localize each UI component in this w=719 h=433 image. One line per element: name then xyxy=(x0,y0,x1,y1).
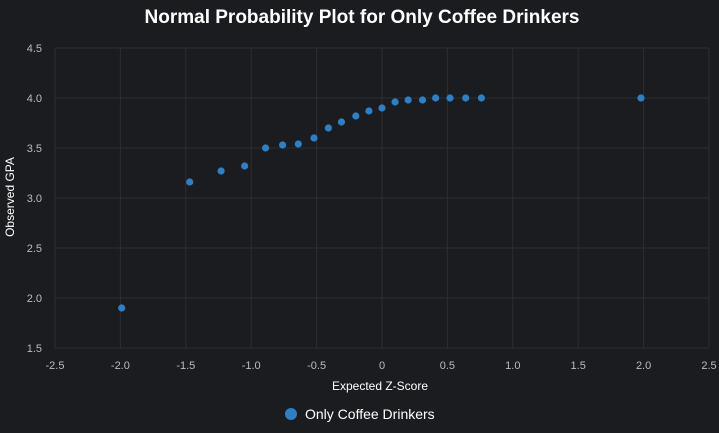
x-tick-label: 2.5 xyxy=(701,360,716,372)
x-tick-label: 1.5 xyxy=(571,360,586,372)
data-point[interactable] xyxy=(217,167,225,175)
data-point[interactable] xyxy=(462,94,470,102)
y-tick-label: 4.5 xyxy=(27,43,42,55)
x-tick-labels: -2.5 -2.0 -1.5 -1.0 -0.5 0 0.5 1.0 1.5 2.0 2.5 xyxy=(46,360,717,372)
x-tick-label: -1.0 xyxy=(242,360,261,372)
data-point[interactable] xyxy=(324,124,332,132)
data-point[interactable] xyxy=(378,104,386,112)
data-points xyxy=(118,94,645,312)
y-tick-labels: 1.5 2.0 2.5 3.0 3.5 4.0 4.5 xyxy=(27,43,42,355)
x-tick-label: 0 xyxy=(379,360,385,372)
y-tick-label: 1.5 xyxy=(27,343,42,355)
y-axis-label: Observed GPA xyxy=(3,157,17,237)
data-point[interactable] xyxy=(261,144,270,152)
data-point[interactable] xyxy=(118,304,126,312)
x-tick-label: 1.0 xyxy=(505,360,520,372)
x-tick-label: -1.5 xyxy=(176,360,195,372)
data-point[interactable] xyxy=(278,141,287,149)
y-tick-label: 3.0 xyxy=(27,193,42,205)
data-point[interactable] xyxy=(404,96,412,104)
data-point[interactable] xyxy=(241,162,249,170)
y-tick-label: 3.5 xyxy=(27,143,42,155)
legend[interactable]: Only Coffee Drinkers xyxy=(285,406,435,422)
data-point[interactable] xyxy=(446,94,454,102)
data-point[interactable] xyxy=(637,94,645,102)
legend-marker xyxy=(285,408,297,420)
y-tick-label: 4.0 xyxy=(27,93,42,105)
data-point[interactable] xyxy=(310,134,318,142)
data-point[interactable] xyxy=(365,107,373,115)
y-tick-label: 2.0 xyxy=(27,293,42,305)
data-point[interactable] xyxy=(432,94,440,102)
x-tick-label: -2.5 xyxy=(46,360,65,372)
data-point[interactable] xyxy=(352,112,360,120)
x-tick-label: 0.5 xyxy=(440,360,455,372)
x-tick-label: -0.5 xyxy=(307,360,326,372)
data-point[interactable] xyxy=(337,118,346,126)
data-point[interactable] xyxy=(186,178,194,186)
legend-label-only-coffee-drinkers: Only Coffee Drinkers xyxy=(305,406,435,422)
x-tick-label: -2.0 xyxy=(111,360,130,372)
x-tick-label: 2.0 xyxy=(636,360,651,372)
grid-lines xyxy=(54,47,710,349)
x-axis-label: Expected Z-Score xyxy=(332,379,428,393)
data-point[interactable] xyxy=(418,96,427,104)
chart-title: Normal Probability Plot for Only Coffee … xyxy=(145,7,580,28)
data-point[interactable] xyxy=(391,98,399,106)
y-tick-label: 2.5 xyxy=(27,243,42,255)
data-point[interactable] xyxy=(294,140,302,148)
data-point[interactable] xyxy=(477,94,486,102)
